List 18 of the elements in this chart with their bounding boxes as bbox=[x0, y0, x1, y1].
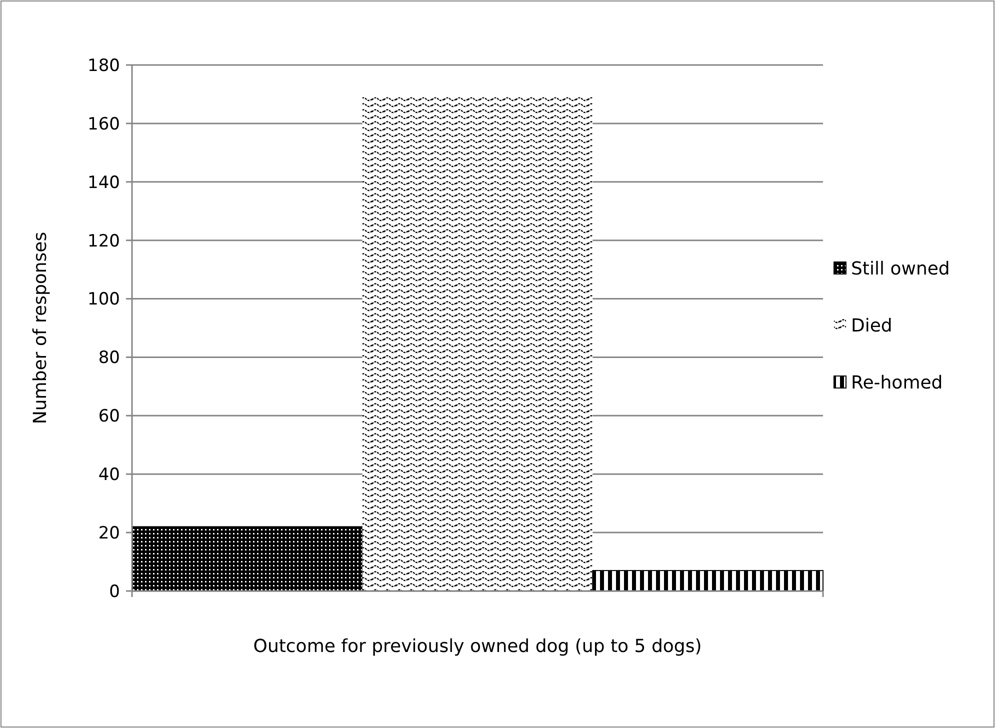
y-tick-label: 80 bbox=[98, 348, 120, 368]
y-tick-label: 140 bbox=[88, 172, 120, 193]
bar bbox=[362, 97, 593, 591]
y-tick-label: 120 bbox=[88, 231, 120, 252]
y-tick-label: 160 bbox=[88, 114, 120, 134]
y-tick-label: 100 bbox=[88, 290, 120, 310]
legend-label: Died bbox=[851, 315, 892, 336]
bar bbox=[592, 570, 824, 592]
y-tick-label: 20 bbox=[98, 524, 120, 544]
y-tick-label: 180 bbox=[88, 56, 120, 76]
y-tick-label: 60 bbox=[98, 406, 120, 427]
x-axis-title: Outcome for previously owned dog (up to 5 dogs) bbox=[253, 636, 702, 657]
legend-label: Still owned bbox=[851, 258, 950, 280]
y-axis-title: Number of responses bbox=[30, 232, 51, 424]
bar bbox=[132, 526, 363, 592]
y-tick-label: 0 bbox=[109, 582, 120, 602]
y-tick-label: 40 bbox=[98, 465, 120, 486]
legend-label: Re-homed bbox=[851, 372, 943, 394]
